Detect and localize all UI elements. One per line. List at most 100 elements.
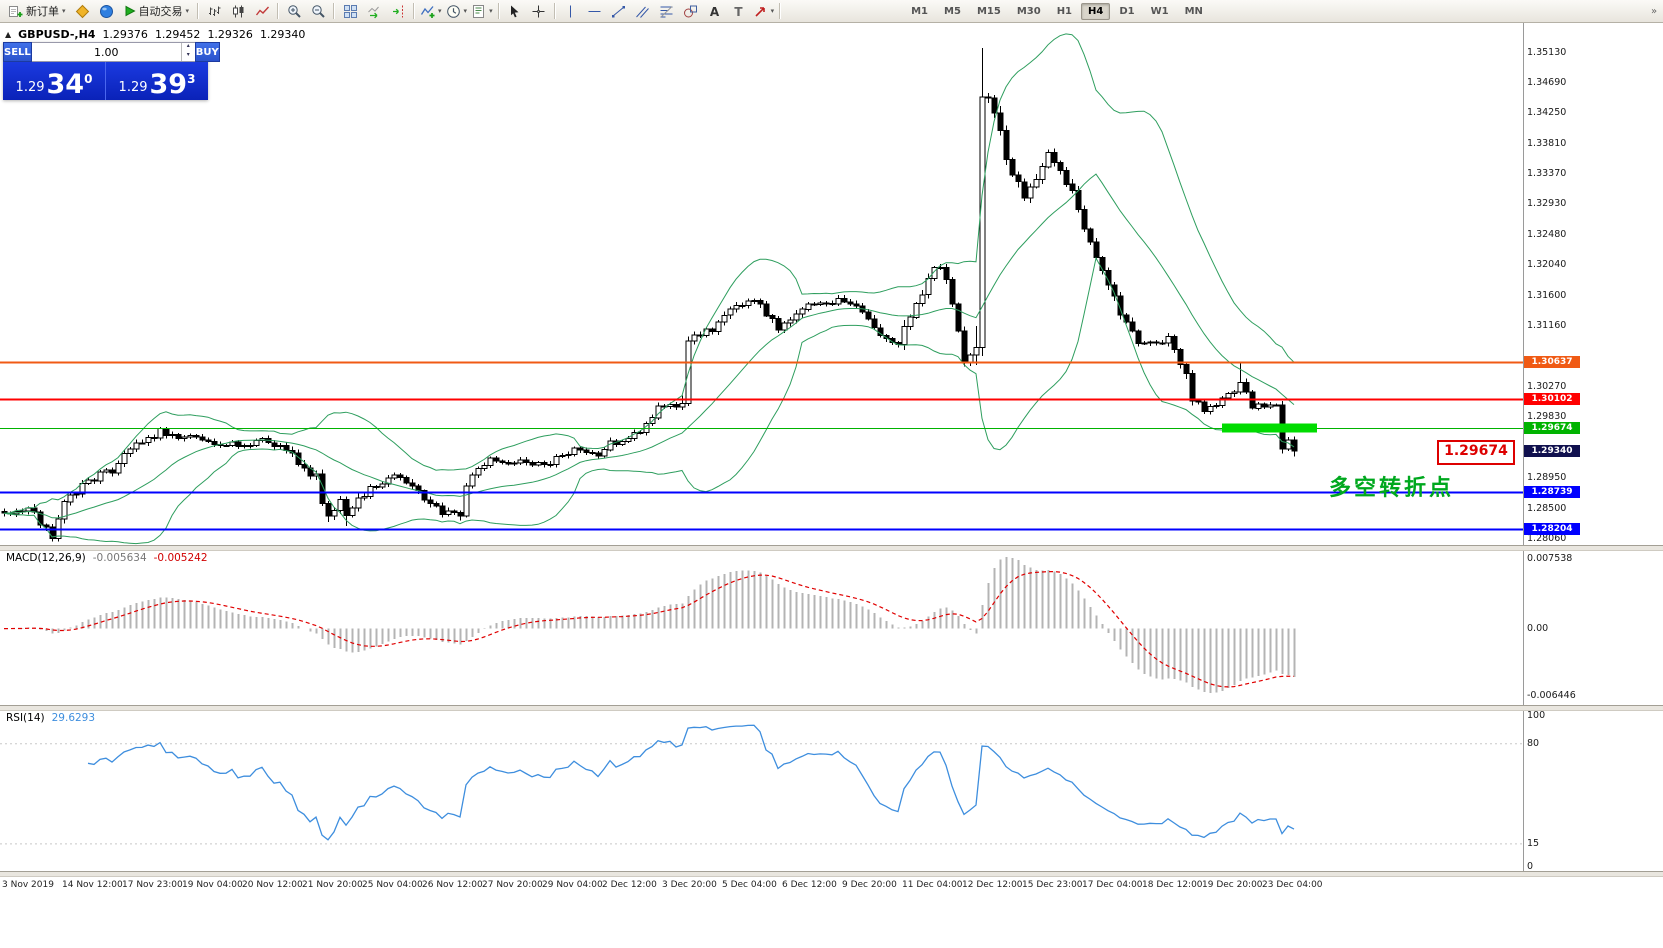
line-chart-icon — [255, 6, 269, 15]
buy-price-point: 3 — [187, 72, 196, 86]
volume-down-icon[interactable]: ▾ — [186, 51, 190, 58]
text-tool-button[interactable]: A — [703, 1, 727, 21]
templates-button[interactable]: ▾ — [469, 1, 495, 21]
rsi-axis-tick: 15 — [1527, 837, 1540, 849]
text-icon: A — [710, 5, 720, 19]
arrows-tool-button[interactable]: ▾ — [751, 1, 777, 21]
shapes-tool-button[interactable] — [679, 1, 703, 21]
panel-resize-handle[interactable] — [0, 545, 1663, 551]
price-axis-separator — [1523, 22, 1524, 875]
line-chart-button[interactable] — [250, 1, 274, 21]
new-order-button[interactable]: 新订单 ▾ — [3, 1, 71, 21]
arrow-icon — [755, 6, 765, 17]
trendline-tool-button[interactable] — [607, 1, 631, 21]
hline-price-tag: 1.30637 — [1524, 355, 1580, 368]
crosshair-button[interactable] — [527, 1, 551, 21]
chart-annotation-text[interactable]: 多空转折点 — [1329, 476, 1455, 501]
buy-price[interactable]: 1.29 39 3 — [106, 62, 208, 100]
label-tool-button[interactable]: T — [727, 1, 751, 21]
one-click-toggle-icon[interactable]: ▲ — [5, 30, 12, 39]
time-axis[interactable]: 3 Nov 2019 14 Nov 12:00 17 Nov 23:00 19 Nov… — [0, 875, 1663, 948]
macd-axis-zero: 0.00 — [1527, 622, 1549, 634]
tf-button-m15[interactable]: M15 — [976, 5, 1001, 17]
tf-button-h4[interactable]: H4 — [1081, 2, 1111, 20]
time-axis-label: 12 Dec 12:00 — [962, 880, 1023, 890]
volume-up-icon[interactable]: ▴ — [186, 42, 190, 49]
price-axis-tick: 1.28500 — [1527, 502, 1567, 514]
chart-shift-button[interactable] — [386, 1, 410, 21]
price-axis-tick: 1.30270 — [1527, 381, 1567, 393]
time-axis-label: 29 Nov 04:00 — [542, 880, 603, 890]
community-button[interactable] — [95, 1, 119, 21]
fibonacci-tool-button[interactable] — [655, 1, 679, 21]
shapes-icon — [684, 5, 698, 17]
zoom-in-button[interactable] — [282, 1, 306, 21]
macd-signal-value: -0.005242 — [153, 552, 208, 564]
metaeditor-button[interactable] — [71, 1, 95, 21]
tile-windows-button[interactable] — [338, 1, 362, 21]
channel-tool-button[interactable] — [631, 1, 655, 21]
time-axis-label: 17 Nov 23:00 — [122, 880, 183, 890]
clock-icon — [446, 4, 460, 18]
tf-button-w1[interactable]: W1 — [1150, 5, 1169, 17]
one-click-trading-panel: SELL ▴ ▾ BUY 1.29 34 0 1.29 — [3, 42, 220, 100]
vertical-line-tool-button[interactable] — [559, 1, 583, 21]
price-chart-canvas[interactable] — [0, 22, 1523, 545]
auto-scroll-button[interactable] — [362, 1, 386, 21]
tf-button-m30[interactable]: M30 — [1016, 5, 1041, 17]
tf-button-mn[interactable]: MN — [1184, 5, 1203, 17]
rsi-axis-tick: 100 — [1527, 710, 1546, 721]
panel-resize-handle[interactable] — [0, 871, 1663, 877]
toolbar-overflow-button[interactable]: » — [1642, 1, 1663, 21]
macd-chart-canvas[interactable] — [0, 549, 1523, 705]
price-axis-tick: 1.34690 — [1527, 77, 1567, 89]
time-axis-label: 26 Nov 12:00 — [422, 880, 483, 890]
svg-text:A: A — [710, 5, 720, 19]
indicators-button[interactable]: ▾ — [418, 1, 444, 21]
autotrading-button[interactable]: 自动交易 ▾ — [119, 1, 195, 21]
price-divider — [105, 62, 106, 100]
metaeditor-icon — [75, 4, 90, 18]
rsi-axis-tick: 80 — [1527, 737, 1540, 749]
current-price-tag: 1.29340 — [1524, 445, 1580, 457]
rsi-panel: RSI(14) 29.6293 — [0, 709, 1663, 871]
horizontal-line-tool-button[interactable] — [583, 1, 607, 21]
price-axis-tick: 1.29830 — [1527, 411, 1567, 423]
time-axis-label: 9 Dec 20:00 — [842, 880, 897, 890]
macd-label: MACD(12,26,9) -0.005634 -0.005242 — [6, 552, 208, 564]
zoom-out-button[interactable] — [306, 1, 330, 21]
sell-price[interactable]: 1.29 34 0 — [3, 62, 105, 100]
tile-windows-icon — [343, 4, 357, 18]
cursor-button[interactable] — [503, 1, 527, 21]
price-axis-tick: 1.32040 — [1527, 259, 1567, 271]
time-axis-label: 18 Dec 12:00 — [1142, 880, 1203, 890]
chevron-down-icon: ▾ — [62, 7, 66, 15]
buy-price-pips: 39 — [149, 69, 188, 100]
periods-button[interactable]: ▾ — [444, 1, 470, 21]
tf-button-d1[interactable]: D1 — [1119, 5, 1135, 17]
time-axis-label: 19 Nov 04:00 — [182, 880, 243, 890]
bar-chart-button[interactable] — [202, 1, 226, 21]
sell-button[interactable]: SELL — [3, 42, 32, 62]
ohlc-bars-icon — [208, 6, 221, 16]
panel-resize-handle[interactable] — [0, 705, 1663, 711]
buy-button[interactable]: BUY — [194, 42, 220, 62]
tf-button-m5[interactable]: M5 — [944, 5, 961, 17]
price-axis-tick: 1.33370 — [1527, 167, 1567, 179]
rsi-value: 29.6293 — [51, 712, 96, 724]
price-axis-tick: 1.32480 — [1527, 229, 1567, 241]
price-callout-box[interactable]: 1.29674 — [1437, 440, 1515, 465]
sell-price-point: 0 — [84, 72, 93, 86]
candlestick-chart-button[interactable] — [226, 1, 250, 21]
chevron-down-icon: ▾ — [185, 7, 190, 15]
rsi-chart-canvas[interactable] — [0, 709, 1523, 871]
volume-input[interactable] — [31, 43, 181, 61]
tf-button-h1[interactable]: H1 — [1056, 5, 1073, 17]
autotrading-label: 自动交易 — [138, 5, 183, 18]
macd-panel: MACD(12,26,9) -0.005634 -0.005242 — [0, 549, 1663, 705]
tf-button-m1[interactable]: M1 — [911, 5, 929, 17]
macd-name: MACD(12,26,9) — [6, 552, 86, 564]
template-icon — [473, 4, 485, 18]
toolbar-separator — [497, 3, 500, 19]
macd-axis-top: 0.007538 — [1527, 553, 1573, 564]
